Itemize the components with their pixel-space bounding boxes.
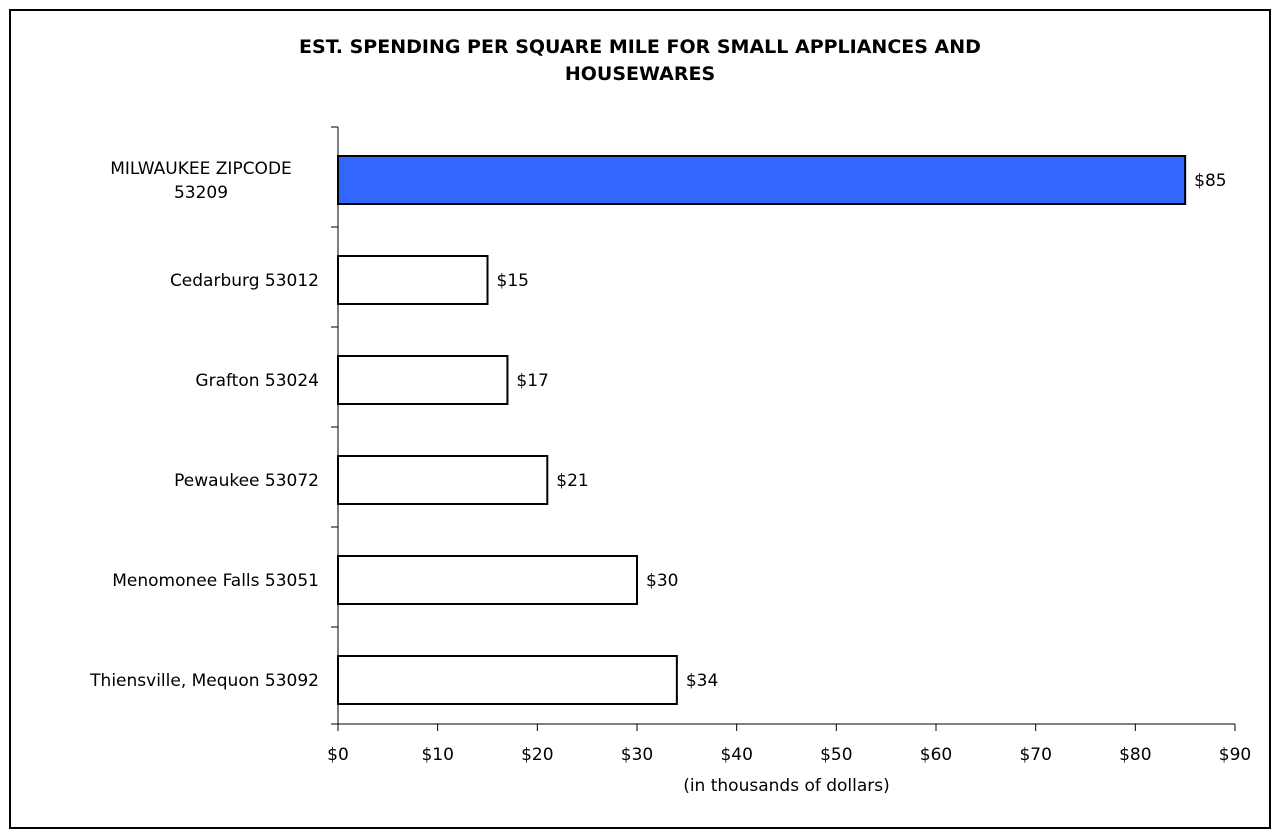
x-tick-label: $90 xyxy=(1219,745,1251,765)
data-label: $34 xyxy=(686,671,718,691)
category-labels: MILWAUKEE ZIPCODE 53209 Cedarburg 53012 Gra… xyxy=(89,159,319,691)
chart-title-line: HOUSEWARES xyxy=(565,63,715,85)
x-tick-label: $70 xyxy=(1019,745,1051,765)
bar xyxy=(337,355,509,405)
x-tick-label: $60 xyxy=(920,745,952,765)
bar xyxy=(337,555,638,605)
category-label: MILWAUKEE ZIPCODE xyxy=(110,159,292,179)
x-axis-title: (in thousands of dollars) xyxy=(683,776,890,796)
x-tick-label: $80 xyxy=(1119,745,1151,765)
data-labels: $85 $15 $17 $21 $30 $34 xyxy=(497,171,1227,691)
x-tick-label: $50 xyxy=(820,745,852,765)
axes xyxy=(331,126,1236,731)
bars xyxy=(337,155,1187,705)
data-label: $17 xyxy=(516,371,548,391)
data-label: $21 xyxy=(556,471,588,491)
category-label: Grafton 53024 xyxy=(195,371,319,391)
x-tick-label: $30 xyxy=(621,745,653,765)
x-tick-labels: $0 $10 $20 $30 $40 $50 $60 $70 $80 $90 xyxy=(327,745,1251,765)
category-label: Pewaukee 53072 xyxy=(174,471,319,491)
data-label: $85 xyxy=(1194,171,1226,191)
x-tick-label: $40 xyxy=(720,745,752,765)
chart-frame: EST. SPENDING PER SQUARE MILE FOR SMALL … xyxy=(9,9,1271,829)
x-tick-label: $20 xyxy=(521,745,553,765)
bar xyxy=(337,655,678,705)
bar xyxy=(337,255,489,305)
bar xyxy=(337,455,549,505)
x-tick-label: $0 xyxy=(327,745,349,765)
chart-title: EST. SPENDING PER SQUARE MILE FOR SMALL … xyxy=(299,36,981,85)
x-tick-label: $10 xyxy=(421,745,453,765)
bar-chart: EST. SPENDING PER SQUARE MILE FOR SMALL … xyxy=(89,36,1251,796)
category-label: Cedarburg 53012 xyxy=(170,271,319,291)
category-label: Thiensville, Mequon 53092 xyxy=(89,671,319,691)
data-label: $15 xyxy=(497,271,529,291)
bar xyxy=(337,155,1187,205)
data-label: $30 xyxy=(646,571,678,591)
chart-title-line: EST. SPENDING PER SQUARE MILE FOR SMALL … xyxy=(299,36,981,58)
category-label: 53209 xyxy=(174,183,228,203)
category-label: Menomonee Falls 53051 xyxy=(112,571,319,591)
